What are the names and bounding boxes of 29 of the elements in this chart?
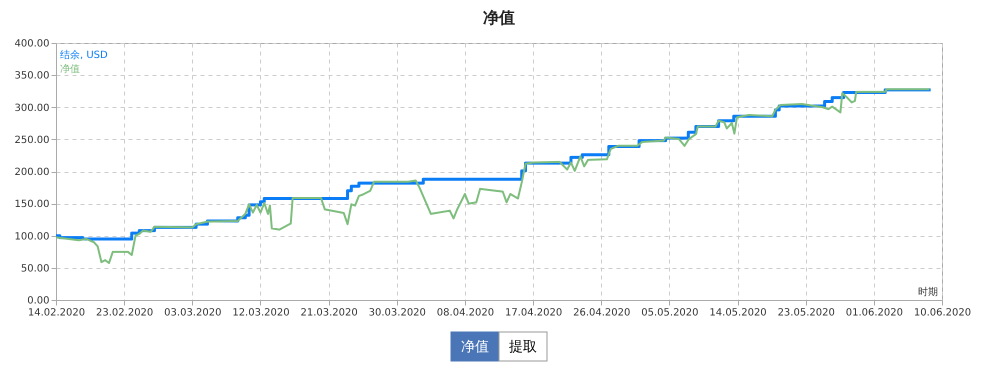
x-tick-label: 14.05.2020 xyxy=(709,308,767,318)
text: 净值 xyxy=(60,63,80,75)
y-tick-label: 0.00 xyxy=(27,296,50,306)
x-tick-label: 12.03.2020 xyxy=(232,308,290,318)
x-tick-label: 14.02.2020 xyxy=(28,308,86,318)
chart-title: 净值 xyxy=(483,8,515,27)
y-tick-label: 50.00 xyxy=(20,263,50,274)
x-tick-label: 23.05.2020 xyxy=(778,308,835,318)
y-tick-label: 150.00 xyxy=(14,199,50,210)
x-tick-label: 05.05.2020 xyxy=(641,308,699,318)
y-tick-label: 400.00 xyxy=(14,38,50,50)
text: 结余, USD xyxy=(60,49,108,61)
x-axis-title: 时期 xyxy=(918,286,938,298)
x-tick-label: 21.03.2020 xyxy=(300,308,358,318)
x-tick-label: 23.02.2020 xyxy=(96,308,154,318)
text: 提取 xyxy=(509,339,537,355)
y-tick-label: 300.00 xyxy=(14,102,50,114)
y-tick-label: 250.00 xyxy=(14,134,50,146)
x-tick-label: 17.04.2020 xyxy=(504,308,562,318)
y-tick-label: 350.00 xyxy=(14,70,50,82)
x-tick-label: 01.06.2020 xyxy=(846,308,903,318)
y-tick-label: 200.00 xyxy=(14,167,50,178)
x-tick-label: 08.04.2020 xyxy=(436,308,494,318)
text: 净值 xyxy=(461,339,489,355)
x-tick-label: 30.03.2020 xyxy=(368,308,426,318)
y-tick-label: 100.00 xyxy=(14,231,50,242)
x-tick-label: 03.03.2020 xyxy=(164,308,222,318)
x-tick-label: 10.06.2020 xyxy=(914,308,972,318)
x-tick-label: 26.04.2020 xyxy=(573,308,630,318)
